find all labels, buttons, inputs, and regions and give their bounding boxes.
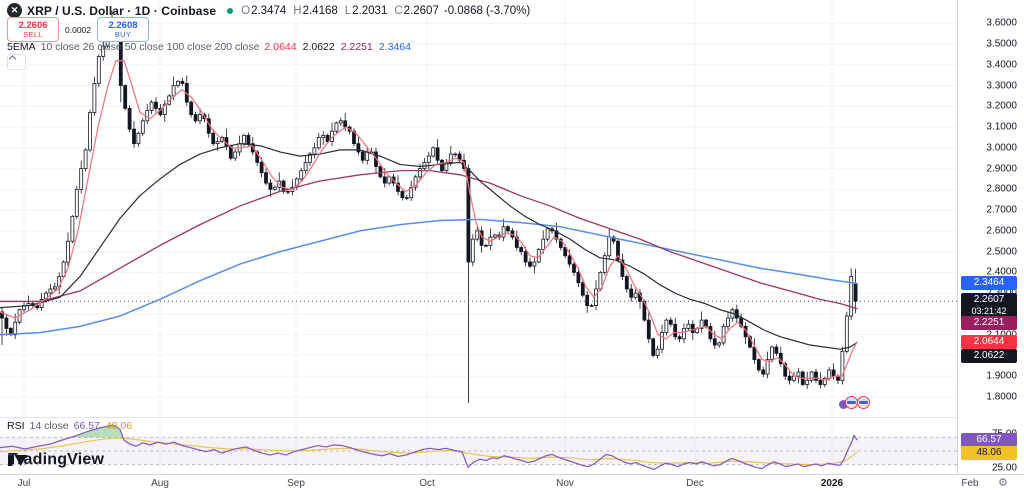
sell-button[interactable]: 2.2606 SELL: [7, 17, 59, 42]
rsi-badge: 48.06: [961, 446, 1017, 460]
time-label-nov: Nov: [556, 478, 574, 489]
price-tick: 2.4000: [986, 266, 1017, 278]
buy-button[interactable]: 2.2608 BUY: [97, 17, 149, 42]
ohlc-o: O2.3474: [241, 4, 287, 17]
buy-price: 2.2608: [108, 19, 138, 31]
price-tick: 2.7000: [986, 204, 1017, 216]
price-tick: 2.6000: [986, 225, 1017, 237]
ohlc-values: O2.3474 H2.4168 L2.2031 C2.2607: [241, 5, 439, 17]
ema-200-line: [0, 218, 858, 336]
time-label-dec: Dec: [686, 478, 704, 489]
ema-value: 2.0644: [264, 41, 297, 53]
price-tick: 3.3000: [986, 80, 1017, 92]
rsi-line: [0, 424, 858, 470]
rsi-band: [0, 437, 957, 465]
symbol-header: ✕ XRP / U.S. Dollar · 1D · Coinbase O2.3…: [7, 3, 530, 18]
ema-value: 2.3464: [378, 41, 411, 53]
price-tick: 3.5000: [986, 38, 1017, 50]
ema-indicator-legend[interactable]: 5EMA 10 close 26 close 50 close 100 clos…: [7, 41, 411, 53]
ema-26-line: [0, 143, 858, 350]
tradingview-logo-icon: [8, 455, 27, 466]
time-label-sep: Sep: [287, 478, 305, 489]
ema-legend-values: 2.0644 2.0622 2.2251 2.3464: [264, 41, 411, 53]
pane-separator[interactable]: [0, 417, 1024, 418]
rsi-legend-values: 66.57 48.06: [74, 420, 133, 432]
price-tick: 3.1000: [986, 121, 1017, 133]
xrp-logo-icon: ✕: [7, 3, 22, 18]
price-tick: 2.9000: [986, 163, 1017, 175]
time-label-jul: Jul: [17, 478, 31, 489]
price-tick: 3.4000: [986, 59, 1017, 71]
rsi-ma-line: [0, 437, 858, 466]
price-tick: 3.0000: [986, 142, 1017, 154]
ohlc-h: H2.4168: [293, 4, 338, 17]
price-tick: 1.8000: [986, 391, 1017, 403]
buy-label: BUY: [114, 30, 132, 39]
sell-price: 2.2606: [18, 19, 48, 31]
sell-label: SELL: [23, 30, 43, 39]
time-axis[interactable]: ⚙ Jul Aug Sep Oct Nov Dec 2026 Feb: [0, 474, 1024, 491]
price-tick: 3.2000: [986, 100, 1017, 112]
ema-legend-params: 10 close 26 close 50 close 100 close 200…: [40, 41, 260, 53]
rsi-tick: 25.00: [991, 462, 1017, 474]
time-label-feb: Feb: [961, 478, 979, 489]
watermark-text: TradingView: [8, 451, 105, 468]
price-axis[interactable]: 3.6000 3.5000 3.4000 3.3000 3.2000 3.1000 3.00…: [957, 0, 1024, 474]
price-tick: 2.8000: [986, 183, 1017, 195]
ohlc-c: C2.2607: [394, 4, 439, 17]
axis-settings-gear-icon[interactable]: ⚙: [998, 477, 1008, 489]
trade-panel: 2.2606 SELL 0.0002 2.2608 BUY: [7, 17, 149, 42]
ema-value: 2.2251: [340, 41, 373, 53]
price-badge: 2.0622: [961, 349, 1017, 363]
time-label-aug: Aug: [151, 478, 169, 489]
ema-legend-name: 5EMA: [7, 41, 36, 53]
price-badge: 2.3464: [961, 276, 1017, 290]
price-tick: 2.1000: [986, 329, 1017, 340]
change-value: -0.0868 (-3.70%): [443, 4, 531, 17]
symbol-title[interactable]: XRP / U.S. Dollar · 1D · Coinbase: [27, 3, 217, 18]
ema-100-line: [0, 169, 858, 310]
time-label-2026: 2026: [820, 478, 844, 489]
rsi-legend-name: RSI: [7, 420, 25, 432]
ema-value: 2.0622: [302, 41, 335, 53]
chevron-up-icon: [8, 55, 17, 60]
rsi-value: 48.06: [105, 420, 133, 432]
purple-marker-icon: [839, 400, 848, 409]
price-badge: 2.2251: [961, 316, 1017, 330]
countdown-timer: 03:21:42: [971, 306, 1007, 316]
spread-value: 0.0002: [65, 24, 91, 35]
tradingview-watermark[interactable]: TradingView: [8, 451, 104, 469]
emoji-face-icon: [857, 396, 870, 409]
rsi-badge: 66.57: [961, 433, 1017, 447]
price-badge: 2.2607 03:21:42: [961, 293, 1017, 319]
time-label-oct: Oct: [419, 478, 435, 489]
price-badge: 2.0644: [961, 335, 1017, 349]
ohlc-l: L2.2031: [344, 4, 388, 17]
ema-10-line: [0, 60, 858, 381]
event-marker-icons[interactable]: [839, 395, 879, 413]
market-status-dot[interactable]: [227, 7, 234, 14]
rsi-indicator-legend[interactable]: RSI 14 close 66.57 48.06: [7, 420, 132, 432]
candles: [0, 10, 858, 404]
price-tick: 1.9000: [986, 370, 1017, 382]
pane-collapse-button[interactable]: [7, 54, 26, 70]
rsi-overbought-fill: [70, 425, 123, 438]
rsi-value: 66.57: [73, 420, 100, 432]
rsi-legend-params: 14 close: [29, 420, 69, 432]
price-tick: 2.5000: [986, 246, 1017, 258]
price-tick: 3.6000: [986, 17, 1017, 29]
candlestick-chart[interactable]: [0, 0, 957, 474]
